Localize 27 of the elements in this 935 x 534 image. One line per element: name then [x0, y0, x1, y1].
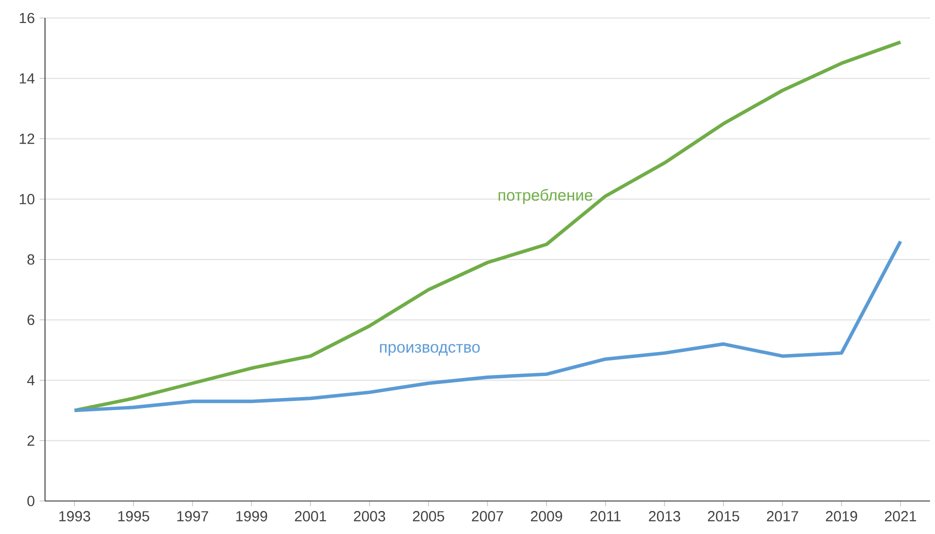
x-tick-label: 1999	[236, 511, 268, 522]
x-tick-label: 2003	[354, 511, 386, 522]
y-tick-label: 0	[27, 496, 34, 506]
x-tick-label: 2013	[648, 511, 680, 522]
y-tick-label: 16	[20, 12, 34, 24]
x-tick-label: 2011	[590, 511, 621, 522]
y-tick-label: 12	[20, 134, 34, 144]
x-tick-label: 2009	[530, 511, 562, 522]
x-tick-label: 2015	[708, 511, 740, 522]
x-tick-label: 2021	[884, 511, 916, 522]
y-tick-label: 4	[27, 375, 35, 386]
line-series	[72, 240, 902, 412]
x-tick-label: 1997	[177, 511, 208, 522]
y-tick-label: 2	[28, 436, 34, 446]
series-label: потребление	[498, 188, 592, 204]
y-tick-label: 10	[20, 194, 34, 204]
x-tick-label: 1993	[59, 511, 90, 522]
series-label: производство	[380, 344, 480, 356]
x-tick-label: 2017	[766, 511, 798, 522]
y-tick-label: 14	[20, 73, 35, 84]
y-tick-label: 6	[28, 314, 34, 326]
x-tick-label: 2001	[294, 511, 326, 522]
x-tick-label: 2005	[412, 511, 444, 522]
x-tick-label: 2019	[826, 511, 858, 522]
x-tick-label: 1995	[118, 511, 150, 522]
x-tick-label: 2007	[472, 511, 504, 522]
y-tick-label: 8	[27, 254, 34, 265]
